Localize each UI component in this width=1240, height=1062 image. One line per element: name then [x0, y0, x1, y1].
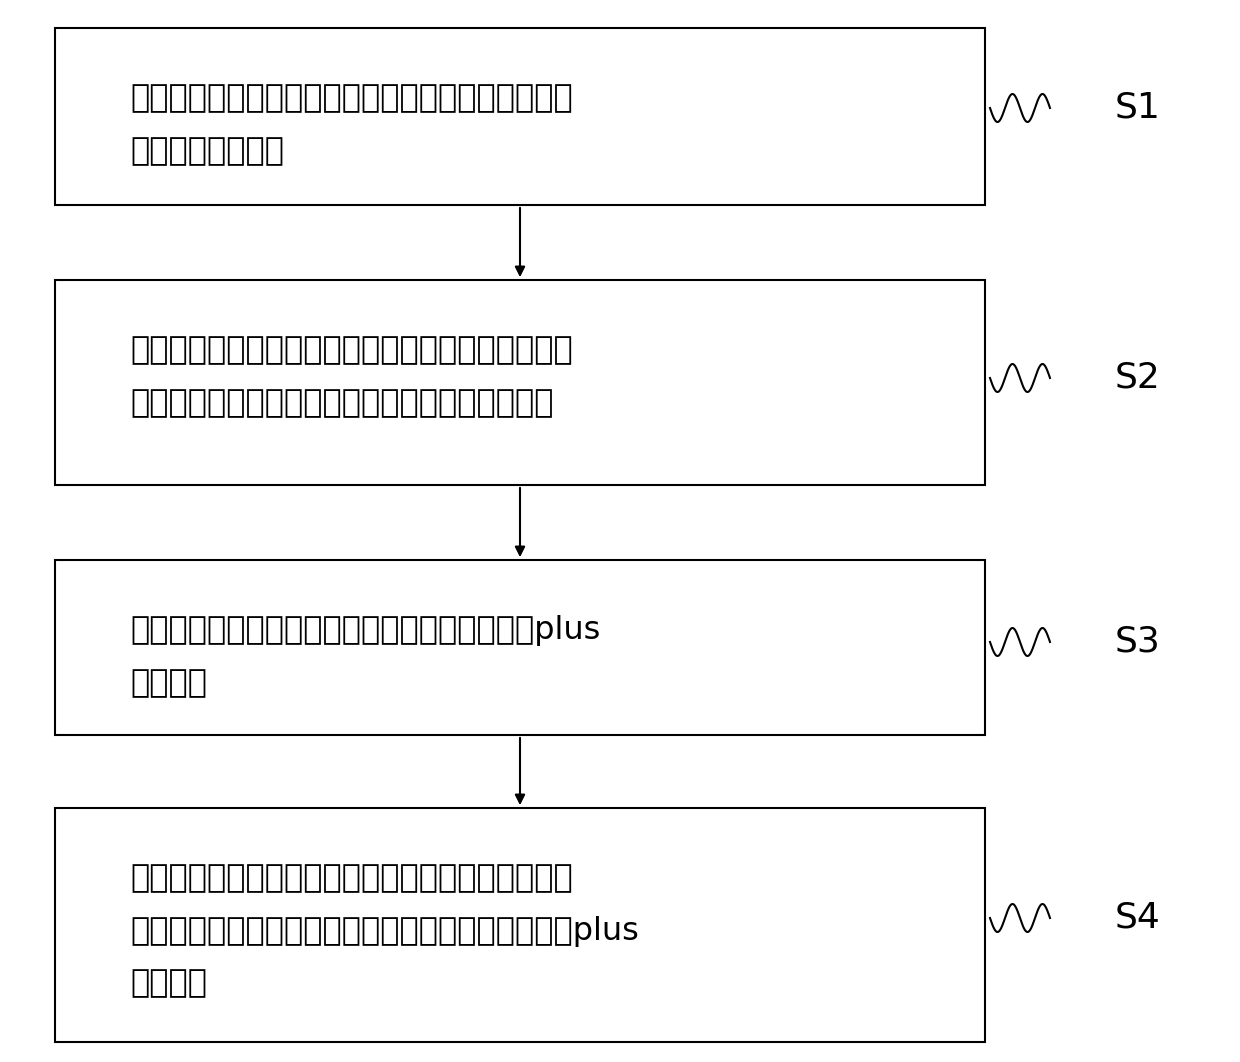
Text: S2: S2 — [1115, 361, 1161, 395]
Text: 进行分类，得到所述目标眼底图像中的血管图所属的plus: 进行分类，得到所述目标眼底图像中的血管图所属的plus — [130, 915, 639, 947]
Bar — [55, 808, 985, 1042]
Text: 构建血管分割模型，所述血管分割模型能够从眼底图: 构建血管分割模型，所述血管分割模型能够从眼底图 — [130, 83, 573, 114]
Text: 应用所述分类模型，对所述目标眼底图像中的血管图: 应用所述分类模型，对所述目标眼底图像中的血管图 — [130, 863, 573, 894]
Bar — [55, 28, 985, 205]
Text: S3: S3 — [1115, 626, 1161, 660]
Text: S1: S1 — [1115, 91, 1161, 125]
Text: 构建分类模型，所述分类模型能够对血管图进行plus: 构建分类模型，所述分类模型能够对血管图进行plus — [130, 615, 600, 646]
Bar — [55, 560, 985, 735]
Text: 像中分割出血管图: 像中分割出血管图 — [130, 136, 284, 167]
Text: S4: S4 — [1115, 901, 1161, 935]
Text: 获取目标眼底图像，应用所述血管分割模型从所述目: 获取目标眼底图像，应用所述血管分割模型从所述目 — [130, 335, 573, 366]
Text: 病变类别: 病变类别 — [130, 969, 207, 999]
Text: 标眼底图像中分割出所述目标眼底图像中的血管图: 标眼底图像中分割出所述目标眼底图像中的血管图 — [130, 388, 553, 418]
Text: 病变分类: 病变分类 — [130, 668, 207, 699]
Bar — [55, 280, 985, 485]
